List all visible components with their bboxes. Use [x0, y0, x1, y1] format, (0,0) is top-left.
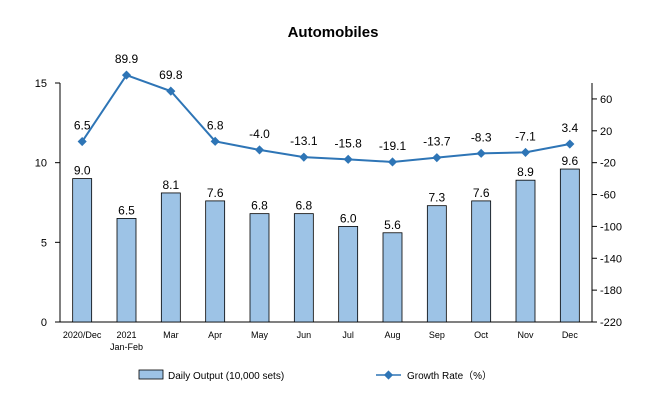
x-tick-label: Jun	[297, 330, 312, 340]
left-tick-label: 0	[41, 317, 47, 329]
right-tick-label: -100	[600, 221, 622, 233]
x-tick-label: Apr	[208, 330, 222, 340]
bar	[205, 200, 226, 323]
growth-rate-line	[81, 73, 571, 163]
line-value-label: -13.7	[423, 135, 451, 149]
line-point	[299, 152, 309, 162]
right-tick-label: -140	[600, 253, 622, 265]
bar	[559, 168, 580, 323]
bar	[72, 178, 93, 323]
legend-line-marker	[383, 370, 394, 380]
x-tick-label: Nov	[517, 330, 534, 340]
right-tick-label: 60	[600, 94, 612, 106]
line-value-label: -4.0	[249, 127, 270, 141]
legend-line-label: Growth Rate（%）	[407, 370, 492, 382]
line-point	[387, 157, 398, 167]
bar	[426, 205, 447, 323]
line-value-label: 3.4	[561, 121, 578, 135]
bar	[515, 179, 536, 323]
bar	[382, 232, 403, 323]
line-value-label: 89.9	[115, 52, 139, 66]
line-value-label: -8.3	[471, 130, 492, 144]
line-point	[565, 139, 575, 149]
bar-value-label: 7.3	[428, 191, 445, 205]
bar-value-label: 9.6	[561, 154, 578, 168]
bar	[160, 192, 181, 323]
left-tick-label: 5	[41, 237, 47, 249]
left-tick-label: 15	[35, 78, 47, 90]
right-tick-label: -180	[600, 285, 622, 297]
x-tick-label: Jul	[342, 330, 354, 340]
x-tick-label: Dec	[562, 330, 579, 340]
line-point	[210, 136, 220, 146]
bar-value-label: 8.1	[162, 178, 179, 192]
axes: 0 5 10 15 -220 -180 -140 -100 -60 -20 20 60 2020/Dec…	[35, 78, 622, 352]
chart-title: Automobiles	[288, 24, 379, 41]
bar	[471, 200, 492, 323]
x-tick-label: Mar	[163, 330, 179, 340]
bar-value-label: 6.8	[295, 199, 312, 213]
bar-value-label: 6.0	[340, 211, 357, 225]
line-value-label: 69.8	[159, 68, 183, 82]
line-point	[343, 154, 353, 164]
right-tick-label: -20	[600, 158, 616, 170]
line-point	[77, 136, 87, 147]
left-tick-label: 10	[35, 158, 47, 170]
line-value-label: 6.8	[207, 118, 224, 132]
bar	[338, 225, 359, 323]
line-value-label: -19.1	[379, 139, 407, 153]
line-point	[520, 147, 531, 157]
line-layer	[77, 70, 575, 167]
line-point	[254, 145, 265, 155]
legend: Daily Output (10,000 sets) Growth Rate（%…	[138, 369, 492, 382]
right-tick-label: -220	[600, 317, 622, 329]
x-tick-label: Aug	[384, 330, 400, 340]
bar	[293, 213, 314, 323]
x-tick-label: May	[251, 330, 269, 340]
legend-bar-label: Daily Output (10,000 sets)	[168, 371, 284, 382]
line-point	[166, 86, 176, 96]
line-value-label: -15.8	[334, 136, 362, 150]
x-tick-label: 2020/Dec	[63, 330, 102, 340]
right-tick-label: -60	[600, 190, 616, 202]
legend-bar-swatch	[138, 369, 164, 380]
bar-value-label: 7.6	[207, 186, 224, 200]
bars	[72, 168, 580, 323]
line-value-label: -7.1	[515, 129, 536, 143]
line-value-label: 6.5	[74, 119, 91, 133]
bar-value-label: 9.0	[74, 164, 91, 178]
bar	[249, 213, 270, 323]
bar-value-label: 7.6	[473, 186, 490, 200]
line-value-label: -13.1	[290, 134, 318, 148]
x-tick-label: Oct	[474, 330, 489, 340]
right-tick-label: 20	[600, 126, 612, 138]
bar	[116, 218, 137, 323]
bar-value-label: 5.6	[384, 218, 401, 232]
bar-value-label: 8.9	[517, 165, 534, 179]
x-tick-label: 2021 Jan-Feb	[110, 330, 143, 352]
bar-value-label: 6.8	[251, 199, 268, 213]
x-tick-label: Sep	[429, 330, 445, 340]
line-point	[432, 153, 442, 163]
bar-value-label: 6.5	[118, 203, 135, 217]
line-point	[121, 70, 132, 80]
labels-layer: 9.0 6.5 8.1 7.6 6.8 6.8 6.0 5.6 7.3 7.6 8.9 9.6 6.5 8…	[74, 52, 579, 232]
line-point	[476, 148, 486, 158]
